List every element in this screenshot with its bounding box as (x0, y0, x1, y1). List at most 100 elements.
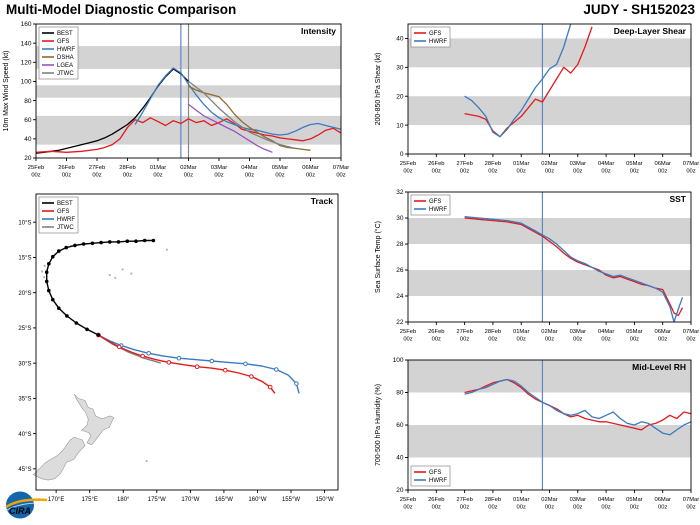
svg-text:25Feb: 25Feb (400, 161, 416, 167)
svg-text:25°S: 25°S (18, 326, 31, 332)
svg-text:00z: 00z (545, 505, 554, 511)
svg-text:26: 26 (396, 267, 404, 274)
svg-text:05Mar: 05Mar (626, 497, 643, 503)
cira-logo-text: CIRA (9, 506, 31, 516)
svg-text:03Mar: 03Mar (570, 497, 587, 503)
svg-text:00z: 00z (630, 169, 639, 175)
svg-text:700-500 hPa Humidity (%): 700-500 hPa Humidity (%) (375, 384, 382, 466)
svg-text:03Mar: 03Mar (211, 165, 228, 171)
svg-text:28Feb: 28Feb (485, 497, 501, 503)
svg-text:Intensity: Intensity (301, 26, 336, 36)
svg-text:00z: 00z (488, 505, 497, 511)
svg-text:LGEA: LGEA (57, 63, 73, 69)
svg-text:GFS: GFS (429, 31, 441, 37)
svg-text:00z: 00z (31, 173, 40, 179)
svg-text:Deep-Layer Shear: Deep-Layer Shear (614, 26, 687, 36)
svg-text:00z: 00z (658, 505, 667, 511)
svg-text:00z: 00z (686, 169, 695, 175)
svg-text:02Mar: 02Mar (180, 165, 197, 171)
svg-text:27Feb: 27Feb (456, 497, 472, 503)
svg-text:27Feb: 27Feb (456, 161, 472, 167)
page-title: Multi-Model Diagnostic Comparison (6, 2, 237, 17)
svg-text:80: 80 (396, 390, 404, 397)
svg-text:00z: 00z (686, 337, 695, 343)
svg-text:00z: 00z (658, 169, 667, 175)
svg-text:02Mar: 02Mar (541, 329, 558, 335)
svg-text:160: 160 (21, 21, 32, 28)
svg-text:05Mar: 05Mar (272, 165, 289, 171)
svg-text:00z: 00z (488, 337, 497, 343)
svg-text:00z: 00z (517, 505, 526, 511)
svg-text:140: 140 (21, 40, 32, 47)
svg-text:160°W: 160°W (248, 497, 266, 503)
svg-text:20°S: 20°S (18, 291, 31, 297)
svg-text:165°W: 165°W (215, 497, 233, 503)
svg-text:00z: 00z (306, 173, 315, 179)
svg-text:00z: 00z (601, 337, 610, 343)
svg-text:00z: 00z (630, 505, 639, 511)
svg-text:30: 30 (396, 65, 404, 72)
svg-text:JTWC: JTWC (57, 225, 74, 231)
svg-text:175°E: 175°E (81, 497, 97, 503)
svg-text:00z: 00z (488, 169, 497, 175)
svg-text:175°W: 175°W (148, 497, 166, 503)
svg-text:HWRF: HWRF (429, 39, 447, 45)
svg-text:04Mar: 04Mar (598, 161, 615, 167)
svg-text:35°S: 35°S (18, 397, 31, 403)
svg-text:00z: 00z (432, 169, 441, 175)
svg-text:00z: 00z (573, 505, 582, 511)
svg-text:00z: 00z (686, 505, 695, 511)
svg-text:26Feb: 26Feb (58, 165, 74, 171)
svg-text:28: 28 (396, 241, 404, 248)
intensity-chart: 20 40 60 80 100 120 140 160 25Feb 00z 26Feb 00z 27Fe… (3, 21, 349, 179)
svg-text:00z: 00z (658, 337, 667, 343)
svg-text:20: 20 (396, 487, 404, 494)
svg-text:28Feb: 28Feb (119, 165, 135, 171)
svg-text:BEST: BEST (57, 31, 73, 37)
shear-chart: 0 10 20 30 40 25Feb 00z 26Feb 00z 27Feb 00z 28Feb 00… (375, 23, 700, 175)
svg-text:00z: 00z (62, 173, 71, 179)
svg-text:25Feb: 25Feb (400, 497, 416, 503)
svg-text:30: 30 (396, 215, 404, 222)
svg-text:00z: 00z (245, 173, 254, 179)
svg-text:01Mar: 01Mar (513, 329, 530, 335)
svg-text:180°: 180° (117, 497, 130, 503)
track-map: 170°E 175°E 180° 175°W 170°W 165°W 160°W 155°W 1… (18, 193, 339, 503)
svg-text:GFS: GFS (429, 470, 441, 476)
svg-text:20: 20 (396, 93, 404, 100)
svg-text:03Mar: 03Mar (570, 329, 587, 335)
svg-text:00z: 00z (92, 173, 101, 179)
svg-text:00z: 00z (601, 505, 610, 511)
svg-text:60: 60 (24, 117, 32, 124)
svg-text:00z: 00z (432, 337, 441, 343)
svg-text:SST: SST (669, 194, 686, 204)
svg-text:00z: 00z (601, 169, 610, 175)
svg-text:00z: 00z (517, 337, 526, 343)
svg-text:26Feb: 26Feb (428, 161, 444, 167)
svg-text:07Mar: 07Mar (683, 329, 700, 335)
svg-text:27Feb: 27Feb (89, 165, 105, 171)
svg-text:00z: 00z (460, 337, 469, 343)
svg-text:00z: 00z (403, 505, 412, 511)
svg-text:0: 0 (400, 151, 404, 158)
svg-text:03Mar: 03Mar (570, 161, 587, 167)
svg-text:00z: 00z (460, 169, 469, 175)
svg-text:HWRF: HWRF (57, 47, 75, 53)
svg-text:00z: 00z (184, 173, 193, 179)
svg-text:07Mar: 07Mar (683, 161, 700, 167)
svg-text:28Feb: 28Feb (485, 329, 501, 335)
svg-text:04Mar: 04Mar (598, 497, 615, 503)
svg-text:60: 60 (396, 422, 404, 429)
svg-text:01Mar: 01Mar (513, 161, 530, 167)
svg-text:20: 20 (24, 155, 32, 162)
svg-text:28Feb: 28Feb (485, 161, 501, 167)
svg-text:00z: 00z (517, 169, 526, 175)
svg-text:00z: 00z (573, 169, 582, 175)
svg-text:00z: 00z (275, 173, 284, 179)
svg-text:100: 100 (393, 357, 404, 364)
svg-text:01Mar: 01Mar (513, 497, 530, 503)
svg-text:10m Max Wind Speed (kt): 10m Max Wind Speed (kt) (3, 51, 10, 132)
svg-text:00z: 00z (214, 173, 223, 179)
svg-text:00z: 00z (403, 337, 412, 343)
svg-text:05Mar: 05Mar (626, 161, 643, 167)
